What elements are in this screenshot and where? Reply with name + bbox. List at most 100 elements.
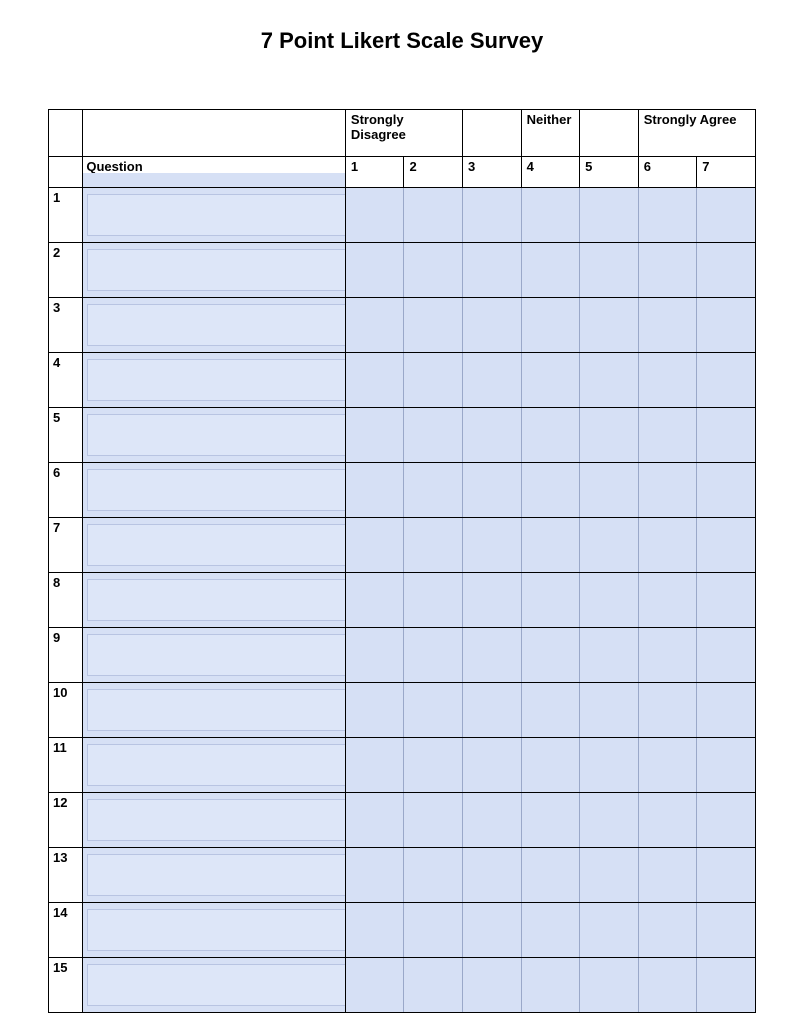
scale-cell-2[interactable] (404, 243, 463, 298)
scale-cell-6[interactable] (638, 353, 697, 408)
scale-cell-7[interactable] (697, 298, 756, 353)
scale-cell-3[interactable] (463, 628, 522, 683)
scale-cell-6[interactable] (638, 903, 697, 958)
scale-cell-7[interactable] (697, 243, 756, 298)
scale-cell-7[interactable] (697, 738, 756, 793)
scale-cell-6[interactable] (638, 188, 697, 243)
scale-cell-4[interactable] (521, 463, 580, 518)
question-input[interactable] (87, 909, 345, 951)
scale-cell-2[interactable] (404, 683, 463, 738)
scale-cell-3[interactable] (463, 353, 522, 408)
scale-cell-1[interactable] (345, 463, 404, 518)
scale-cell-5[interactable] (580, 573, 639, 628)
scale-cell-2[interactable] (404, 408, 463, 463)
scale-cell-3[interactable] (463, 408, 522, 463)
scale-cell-1[interactable] (345, 408, 404, 463)
scale-cell-1[interactable] (345, 188, 404, 243)
question-header-field[interactable] (83, 173, 345, 187)
scale-cell-6[interactable] (638, 408, 697, 463)
question-input[interactable] (87, 634, 345, 676)
scale-cell-2[interactable] (404, 298, 463, 353)
scale-cell-3[interactable] (463, 848, 522, 903)
scale-cell-5[interactable] (580, 683, 639, 738)
scale-cell-7[interactable] (697, 573, 756, 628)
scale-cell-2[interactable] (404, 958, 463, 1013)
scale-cell-7[interactable] (697, 408, 756, 463)
question-input[interactable] (87, 689, 345, 731)
scale-cell-5[interactable] (580, 518, 639, 573)
scale-cell-1[interactable] (345, 353, 404, 408)
scale-cell-3[interactable] (463, 298, 522, 353)
scale-cell-4[interactable] (521, 298, 580, 353)
question-input[interactable] (87, 469, 345, 511)
scale-cell-1[interactable] (345, 573, 404, 628)
question-input[interactable] (87, 414, 345, 456)
question-input[interactable] (87, 249, 345, 291)
scale-cell-1[interactable] (345, 738, 404, 793)
scale-cell-2[interactable] (404, 793, 463, 848)
scale-cell-2[interactable] (404, 738, 463, 793)
scale-cell-6[interactable] (638, 243, 697, 298)
scale-cell-7[interactable] (697, 903, 756, 958)
scale-cell-5[interactable] (580, 903, 639, 958)
scale-cell-4[interactable] (521, 903, 580, 958)
scale-cell-4[interactable] (521, 738, 580, 793)
scale-cell-5[interactable] (580, 628, 639, 683)
scale-cell-5[interactable] (580, 848, 639, 903)
scale-cell-1[interactable] (345, 518, 404, 573)
scale-cell-6[interactable] (638, 738, 697, 793)
scale-cell-1[interactable] (345, 298, 404, 353)
scale-cell-2[interactable] (404, 353, 463, 408)
question-input[interactable] (87, 194, 345, 236)
scale-cell-3[interactable] (463, 683, 522, 738)
scale-cell-2[interactable] (404, 848, 463, 903)
scale-cell-1[interactable] (345, 793, 404, 848)
scale-cell-4[interactable] (521, 408, 580, 463)
scale-cell-3[interactable] (463, 188, 522, 243)
scale-cell-7[interactable] (697, 518, 756, 573)
scale-cell-7[interactable] (697, 683, 756, 738)
scale-cell-6[interactable] (638, 848, 697, 903)
scale-cell-6[interactable] (638, 628, 697, 683)
scale-cell-1[interactable] (345, 628, 404, 683)
scale-cell-4[interactable] (521, 243, 580, 298)
scale-cell-5[interactable] (580, 463, 639, 518)
scale-cell-4[interactable] (521, 353, 580, 408)
scale-cell-4[interactable] (521, 188, 580, 243)
scale-cell-7[interactable] (697, 463, 756, 518)
question-input[interactable] (87, 524, 345, 566)
scale-cell-3[interactable] (463, 738, 522, 793)
scale-cell-4[interactable] (521, 518, 580, 573)
scale-cell-3[interactable] (463, 463, 522, 518)
scale-cell-6[interactable] (638, 573, 697, 628)
scale-cell-5[interactable] (580, 408, 639, 463)
scale-cell-1[interactable] (345, 958, 404, 1013)
scale-cell-6[interactable] (638, 463, 697, 518)
scale-cell-5[interactable] (580, 353, 639, 408)
scale-cell-4[interactable] (521, 958, 580, 1013)
scale-cell-4[interactable] (521, 628, 580, 683)
scale-cell-6[interactable] (638, 518, 697, 573)
question-input[interactable] (87, 799, 345, 841)
scale-cell-2[interactable] (404, 518, 463, 573)
scale-cell-3[interactable] (463, 793, 522, 848)
scale-cell-5[interactable] (580, 793, 639, 848)
question-input[interactable] (87, 304, 345, 346)
scale-cell-5[interactable] (580, 298, 639, 353)
scale-cell-1[interactable] (345, 903, 404, 958)
scale-cell-4[interactable] (521, 848, 580, 903)
scale-cell-5[interactable] (580, 738, 639, 793)
scale-cell-7[interactable] (697, 848, 756, 903)
scale-cell-5[interactable] (580, 188, 639, 243)
scale-cell-3[interactable] (463, 903, 522, 958)
scale-cell-2[interactable] (404, 628, 463, 683)
question-input[interactable] (87, 854, 345, 896)
question-input[interactable] (87, 744, 345, 786)
scale-cell-3[interactable] (463, 958, 522, 1013)
scale-cell-2[interactable] (404, 463, 463, 518)
scale-cell-2[interactable] (404, 188, 463, 243)
scale-cell-7[interactable] (697, 188, 756, 243)
question-input[interactable] (87, 964, 345, 1006)
question-input[interactable] (87, 359, 345, 401)
scale-cell-2[interactable] (404, 573, 463, 628)
